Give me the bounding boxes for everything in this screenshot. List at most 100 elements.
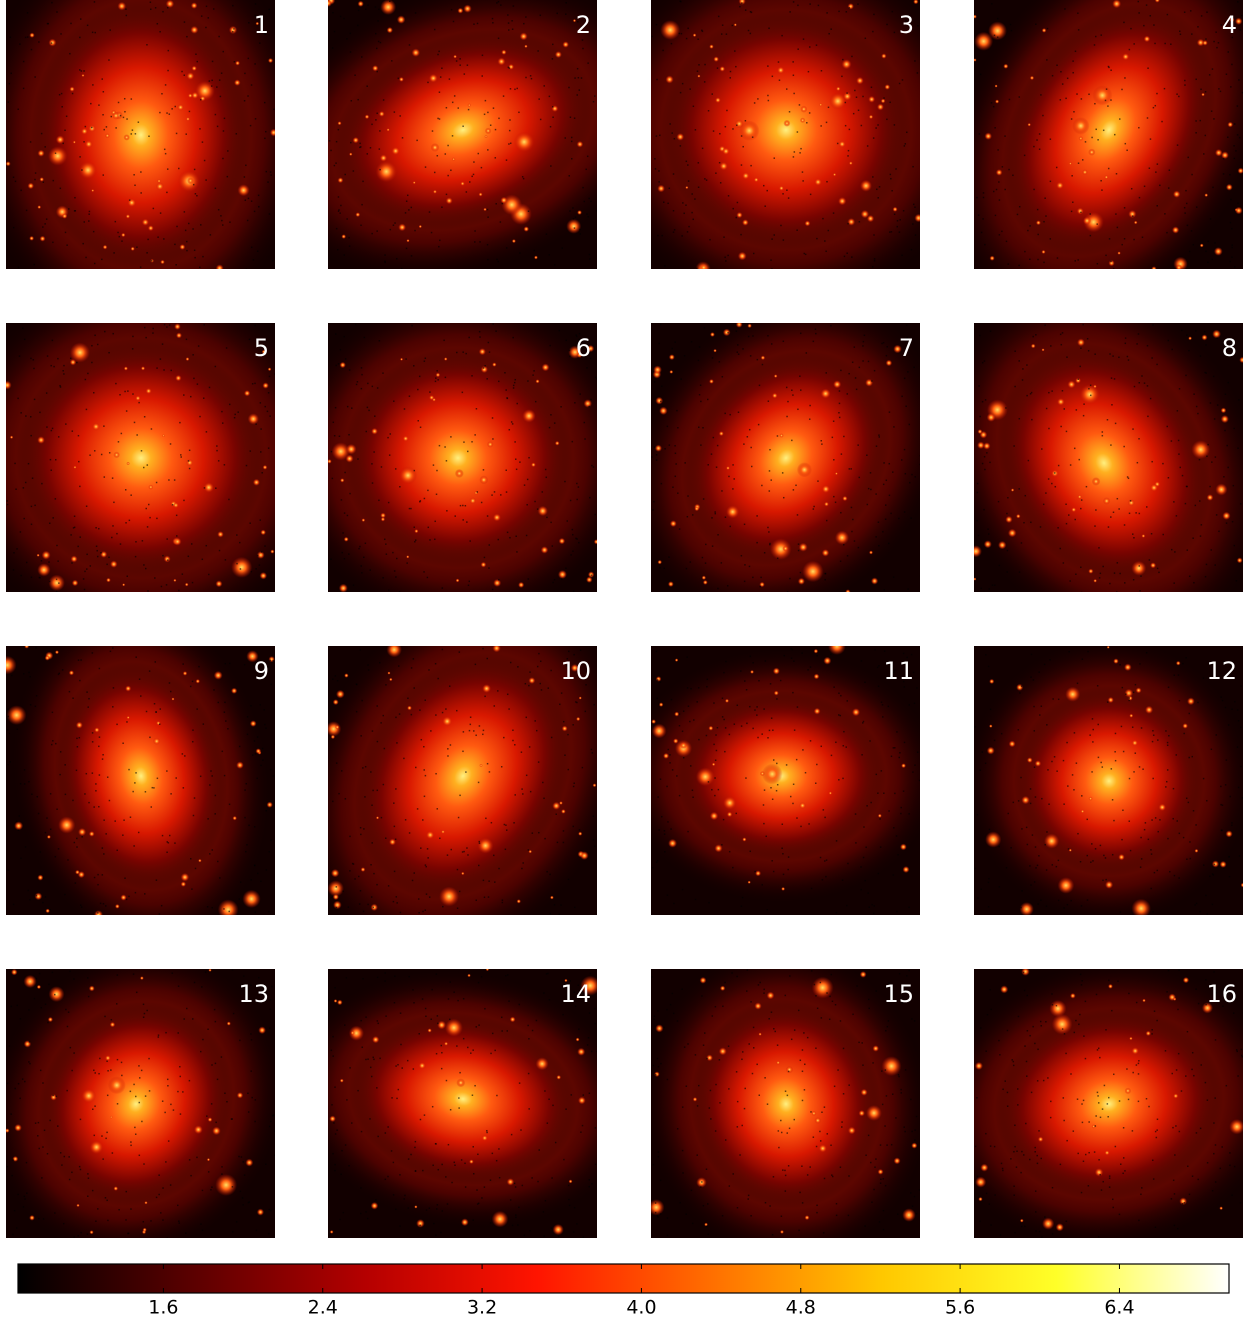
- speckle: [117, 231, 119, 234]
- speckle: [1088, 1151, 1090, 1154]
- speckle: [785, 764, 788, 766]
- subhalo: [190, 25, 199, 34]
- speckle: [578, 541, 580, 544]
- speckle: [1206, 1099, 1209, 1101]
- speckle: [1231, 822, 1233, 824]
- speckle: [332, 678, 334, 680]
- speckle: [989, 989, 991, 991]
- subhalo: [694, 506, 700, 512]
- speckle: [728, 850, 731, 853]
- speckle: [243, 663, 246, 666]
- speckle: [358, 875, 360, 878]
- speckle: [365, 1016, 367, 1018]
- speckle: [380, 816, 383, 819]
- speckle: [371, 463, 373, 465]
- speckle: [1056, 257, 1059, 259]
- speckle: [183, 394, 185, 396]
- speckle: [247, 1111, 250, 1113]
- speckle: [192, 729, 194, 731]
- speckle: [1131, 726, 1134, 728]
- speckle: [1120, 725, 1123, 728]
- subhalo: [345, 443, 357, 455]
- speckle: [29, 141, 32, 143]
- speckle: [23, 783, 26, 785]
- speckle: [1118, 356, 1120, 359]
- speckle: [815, 782, 817, 784]
- speckle: [168, 479, 170, 481]
- speckle: [840, 453, 843, 455]
- speckle: [696, 701, 698, 703]
- speckle: [164, 152, 167, 155]
- speckle: [898, 517, 900, 520]
- subhalo: [68, 670, 75, 676]
- speckle: [463, 441, 465, 443]
- speckle: [370, 896, 373, 898]
- speckle: [370, 864, 372, 866]
- speckle: [121, 1074, 123, 1077]
- speckle: [348, 433, 350, 436]
- speckle: [1119, 118, 1121, 120]
- speckle: [85, 772, 88, 775]
- speckle: [267, 447, 270, 449]
- speckle: [336, 679, 339, 682]
- speckle: [747, 1194, 750, 1197]
- speckle: [55, 1095, 58, 1098]
- speckle: [1231, 520, 1234, 523]
- speckle: [785, 88, 788, 90]
- speckle: [137, 831, 140, 834]
- speckle: [804, 771, 807, 774]
- speckle: [723, 671, 725, 674]
- speckle: [1214, 1097, 1216, 1099]
- speckle: [35, 647, 37, 649]
- speckle: [497, 0, 500, 3]
- subhalo: [88, 985, 95, 992]
- speckle: [1027, 229, 1029, 232]
- speckle: [781, 847, 783, 850]
- speckle: [843, 730, 845, 733]
- speckle: [784, 1174, 787, 1177]
- speckle: [563, 1158, 565, 1161]
- speckle: [132, 790, 134, 793]
- speckle: [160, 585, 163, 588]
- speckle: [1014, 1124, 1016, 1127]
- speckle: [1206, 913, 1209, 915]
- speckle: [551, 1177, 553, 1179]
- speckle: [273, 108, 275, 111]
- speckle: [878, 665, 880, 667]
- speckle: [200, 98, 202, 101]
- speckle: [406, 1059, 409, 1062]
- speckle: [491, 17, 494, 20]
- speckle: [548, 999, 551, 1001]
- speckle: [115, 127, 117, 129]
- speckle: [847, 862, 849, 865]
- speckle: [1170, 548, 1173, 551]
- speckle: [70, 22, 72, 25]
- speckle: [7, 763, 9, 766]
- speckle: [268, 1125, 271, 1128]
- speckle: [844, 101, 847, 104]
- speckle: [91, 1189, 94, 1192]
- subhalo: [14, 821, 24, 831]
- subhalo: [1068, 848, 1072, 852]
- speckle: [687, 1043, 689, 1045]
- speckle: [479, 241, 481, 243]
- speckle: [76, 837, 78, 840]
- speckle: [1231, 246, 1233, 249]
- speckle: [1112, 355, 1114, 357]
- speckle: [18, 355, 21, 357]
- speckle: [686, 687, 689, 689]
- speckle: [1038, 855, 1040, 857]
- speckle: [812, 1136, 815, 1138]
- speckle: [574, 77, 576, 79]
- speckle: [269, 1008, 272, 1010]
- speckle: [1100, 1189, 1103, 1191]
- speckle: [146, 252, 148, 254]
- speckle: [878, 436, 881, 438]
- subhalo: [1093, 578, 1097, 583]
- speckle: [651, 456, 653, 458]
- speckle: [1030, 1091, 1033, 1094]
- speckle: [678, 724, 681, 727]
- speckle: [724, 727, 727, 729]
- subhalo: [821, 484, 831, 494]
- speckle: [506, 693, 509, 696]
